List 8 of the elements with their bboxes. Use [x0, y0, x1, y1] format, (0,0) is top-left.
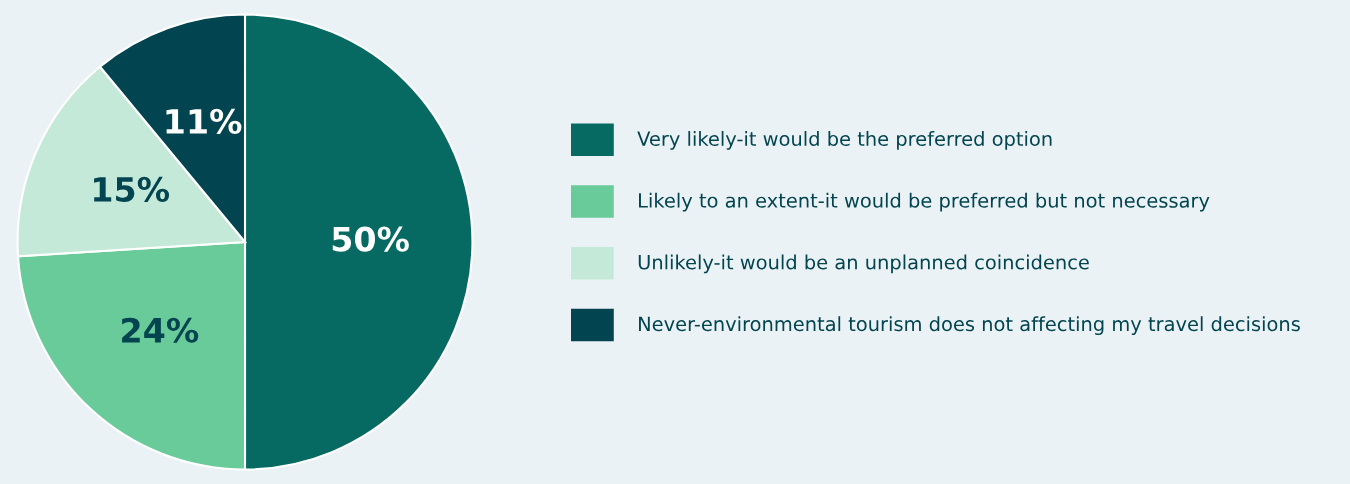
data-label: 15% — [94, 176, 170, 202]
data-label: 24% — [122, 317, 199, 343]
data-label: 50% — [332, 226, 409, 252]
legend-label: Likely to an extent-it would be preferred but not necessary — [639, 192, 1210, 212]
legend-label: Unlikely-it would be an unplanned coincidence — [638, 254, 1089, 274]
data-label: 11% — [166, 108, 242, 134]
legend-label: Never-environmental tourism does not affecting my travel decisions — [639, 316, 1300, 336]
legend-label: Very likely-it would be the preferred option — [637, 131, 1052, 150]
